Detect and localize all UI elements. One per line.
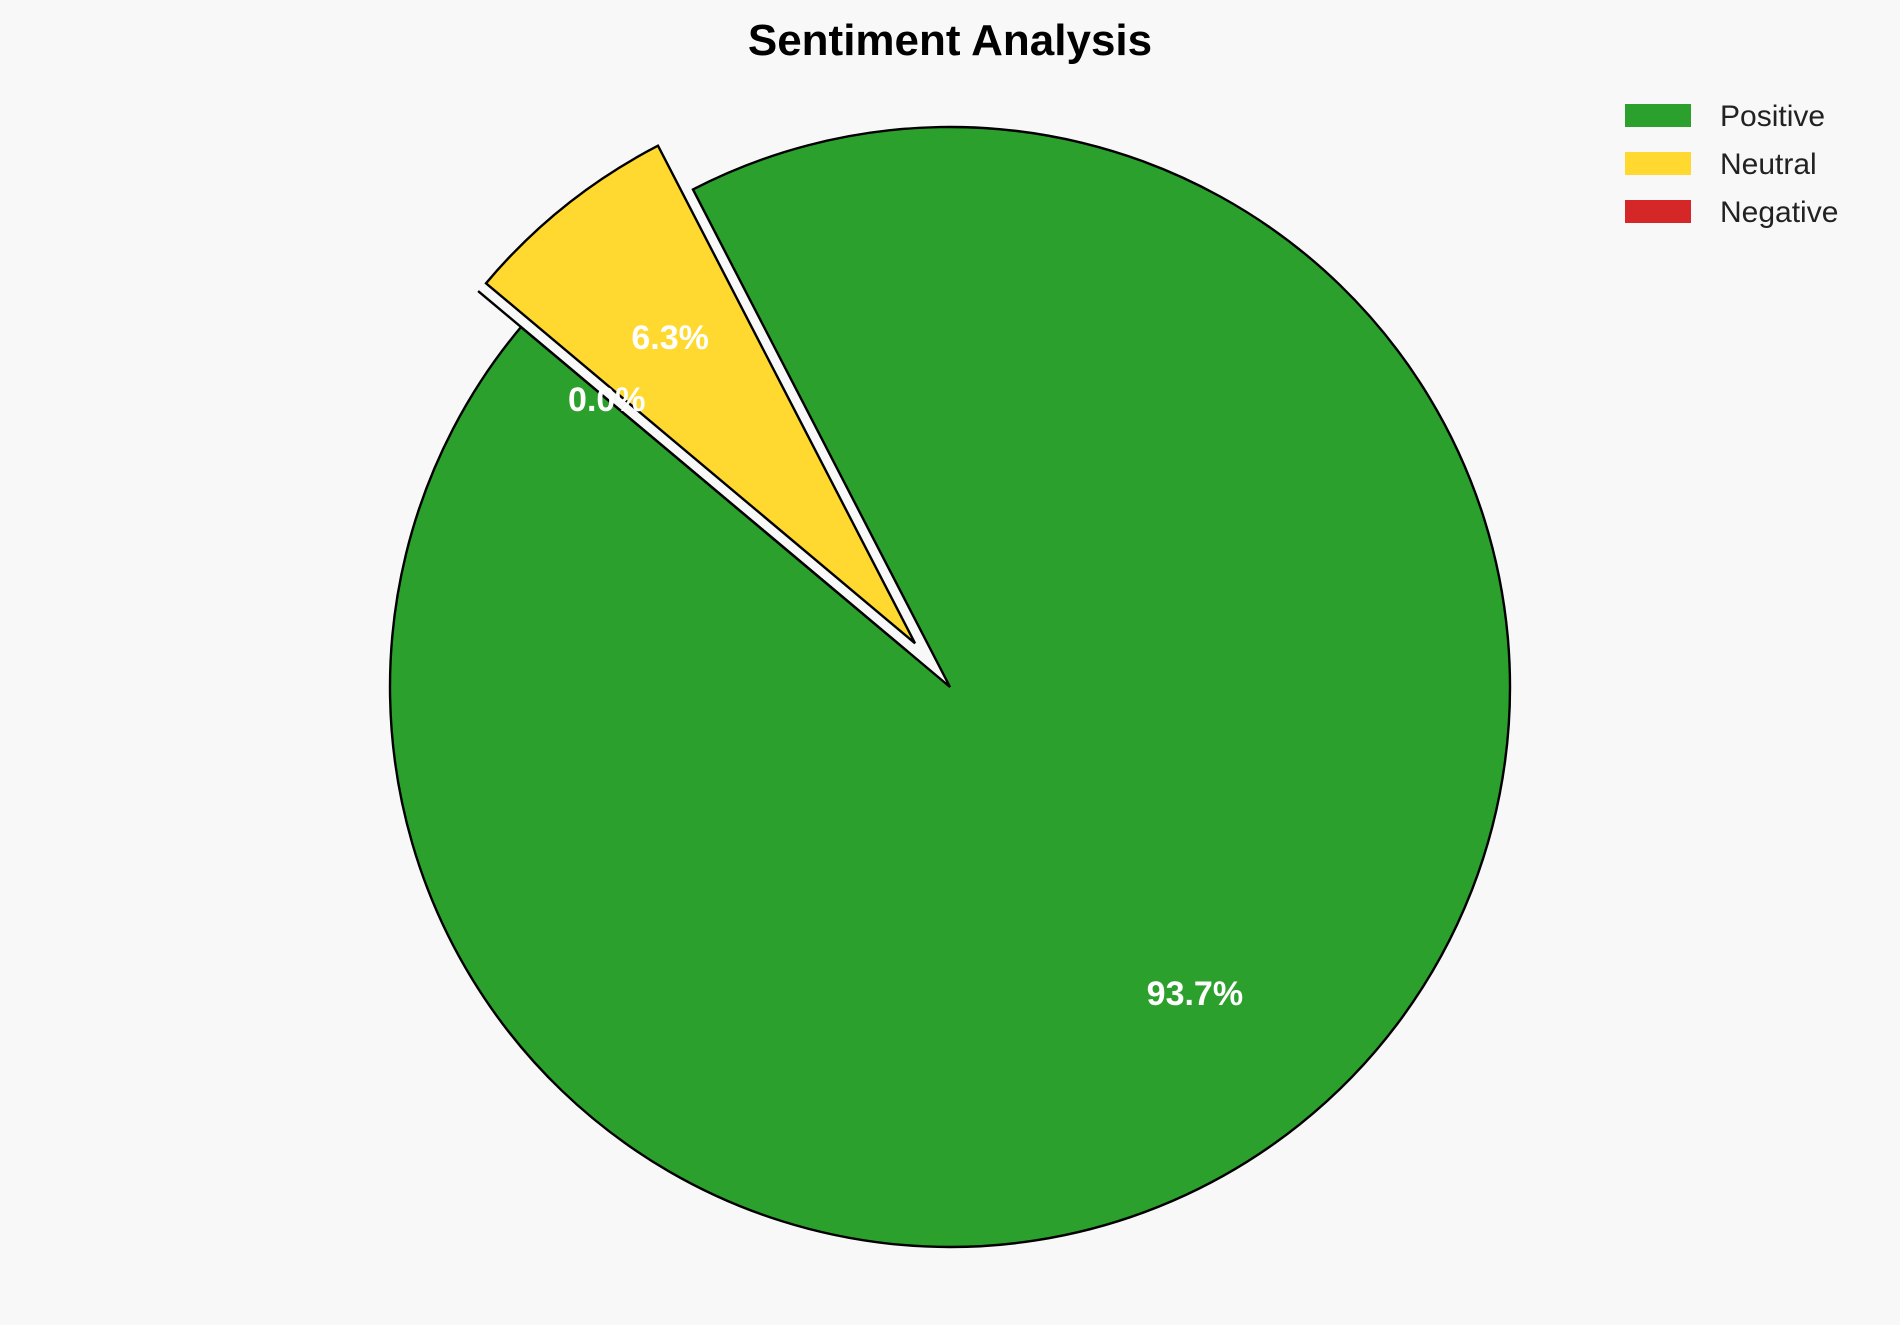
legend-label-negative: Negative: [1720, 196, 1838, 229]
chart-title: Sentiment Analysis: [748, 16, 1152, 65]
legend-label-positive: Positive: [1720, 100, 1825, 133]
legend-swatch-negative: [1625, 200, 1691, 223]
pie-slice-positive: [388, 125, 1512, 1249]
pct-label-neutral: 6.3%: [631, 319, 709, 357]
legend: Positive Neutral Negative: [1625, 100, 1838, 229]
pct-label-negative: 0.0%: [568, 381, 646, 419]
legend-label-neutral: Neutral: [1720, 148, 1817, 181]
pie-slice-neutral: [484, 144, 917, 645]
pie-slice-negative: [477, 290, 908, 652]
legend-swatch-neutral: [1625, 152, 1691, 175]
pct-label-positive: 93.7%: [1147, 975, 1243, 1013]
legend-swatch-positive: [1625, 104, 1691, 127]
